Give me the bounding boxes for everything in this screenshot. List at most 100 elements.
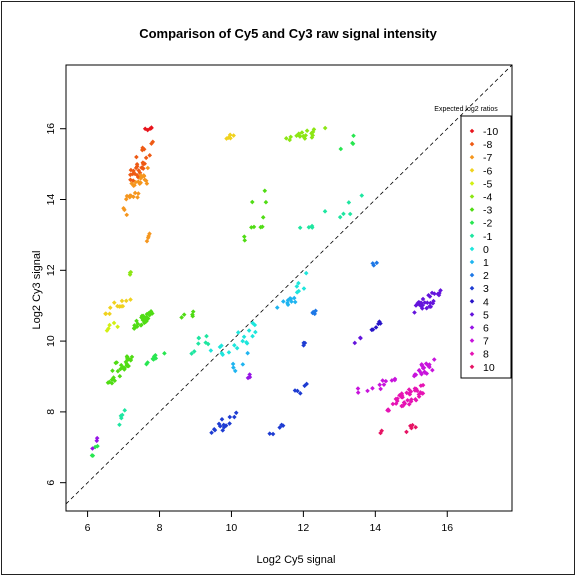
legend-label: 6	[483, 323, 489, 335]
data-point-3	[219, 416, 225, 422]
data-point--7	[143, 178, 149, 184]
data-point-1	[231, 365, 236, 370]
data-point--4	[128, 269, 134, 275]
data-point-10	[413, 424, 418, 430]
data-point--8	[134, 162, 140, 167]
data-point-1	[230, 361, 236, 367]
data-point--1	[297, 225, 303, 231]
data-point--4	[309, 135, 315, 140]
data-point-5	[412, 310, 417, 315]
y-tick-label: 16	[45, 123, 57, 135]
data-point-5	[435, 291, 441, 297]
data-point-5	[422, 300, 428, 305]
points-layer	[89, 125, 443, 458]
data-point-7	[383, 378, 389, 384]
data-point--7	[136, 191, 141, 196]
data-point-3	[304, 381, 309, 387]
data-point-5	[427, 294, 433, 299]
data-point-8	[406, 387, 412, 392]
legend-marker	[469, 364, 475, 370]
x-tick-label: 6	[85, 522, 91, 534]
data-point-8	[406, 391, 412, 397]
data-point-10	[379, 428, 385, 434]
legend-marker	[469, 312, 475, 317]
data-point-8	[399, 394, 404, 400]
data-point--3	[190, 312, 195, 317]
data-point-8	[394, 398, 400, 404]
legend-label: -7	[483, 152, 492, 164]
data-point-8	[390, 401, 396, 407]
legend-label: 5	[483, 309, 489, 321]
legend-label: 2	[483, 270, 489, 282]
data-point-6	[247, 372, 252, 377]
data-point-8	[416, 394, 422, 399]
data-point--4	[310, 133, 316, 138]
data-point--1	[346, 200, 352, 205]
data-point--3	[143, 319, 148, 325]
data-point--3	[144, 314, 150, 320]
data-point-0	[301, 286, 307, 291]
data-point-4	[376, 321, 381, 327]
x-axis-label: Log2 Cy5 signal	[257, 554, 336, 566]
data-point--3	[144, 311, 150, 317]
legend-marker	[469, 141, 475, 147]
data-point-0	[252, 322, 258, 328]
data-point-0	[241, 334, 247, 340]
data-point-8	[393, 401, 399, 406]
data-point-1	[245, 350, 250, 356]
data-point-5	[432, 291, 437, 297]
x-tick-label: 14	[369, 522, 381, 534]
data-point-2	[313, 308, 318, 314]
data-point--7	[129, 181, 134, 186]
data-point-5	[430, 301, 436, 306]
y-tick-label: 8	[45, 409, 57, 415]
data-point-4	[373, 325, 379, 330]
data-point--1	[191, 349, 197, 354]
data-point--10	[142, 126, 148, 132]
data-point--3	[249, 225, 254, 230]
data-point-1	[232, 368, 238, 374]
data-point--7	[124, 193, 130, 199]
data-point--3	[132, 323, 137, 328]
data-point-10	[410, 422, 415, 428]
data-point--3	[258, 224, 263, 230]
legend-marker	[469, 246, 475, 252]
legend-label: 4	[483, 296, 489, 308]
legend-label: -10	[483, 126, 498, 138]
data-point-5	[431, 298, 436, 304]
data-point-7	[355, 390, 361, 395]
data-point--3	[242, 234, 247, 239]
data-point--4	[294, 133, 299, 139]
legend-marker	[469, 181, 475, 186]
diagonal-line	[65, 64, 513, 505]
data-point--4	[304, 128, 310, 134]
data-point--1	[341, 211, 346, 217]
data-point-7	[430, 367, 435, 373]
x-tick-label: 8	[157, 522, 163, 534]
data-point-5	[424, 300, 430, 305]
data-point--3	[124, 354, 130, 359]
data-point--4	[283, 136, 289, 141]
data-point-1	[274, 305, 280, 310]
data-point--8	[140, 145, 145, 151]
data-point--3	[124, 361, 129, 367]
data-point--1	[322, 209, 328, 214]
data-point-0	[296, 280, 301, 286]
legend-marker	[469, 220, 475, 225]
legend-box	[460, 115, 512, 379]
data-point--1	[204, 333, 209, 339]
legend-marker	[469, 272, 475, 278]
data-point-1	[285, 297, 291, 303]
data-point-5	[427, 304, 432, 309]
data-point--6	[107, 305, 113, 311]
data-point--7	[145, 235, 151, 241]
data-point--6	[231, 133, 236, 138]
data-point--2	[162, 351, 167, 356]
legend-label: -2	[483, 218, 492, 230]
x-tick-label: 12	[298, 522, 310, 534]
data-point-7	[355, 386, 361, 391]
data-point-0	[235, 330, 241, 335]
data-point-6	[90, 446, 95, 451]
data-point-7	[370, 386, 375, 391]
data-point--8	[149, 141, 154, 146]
